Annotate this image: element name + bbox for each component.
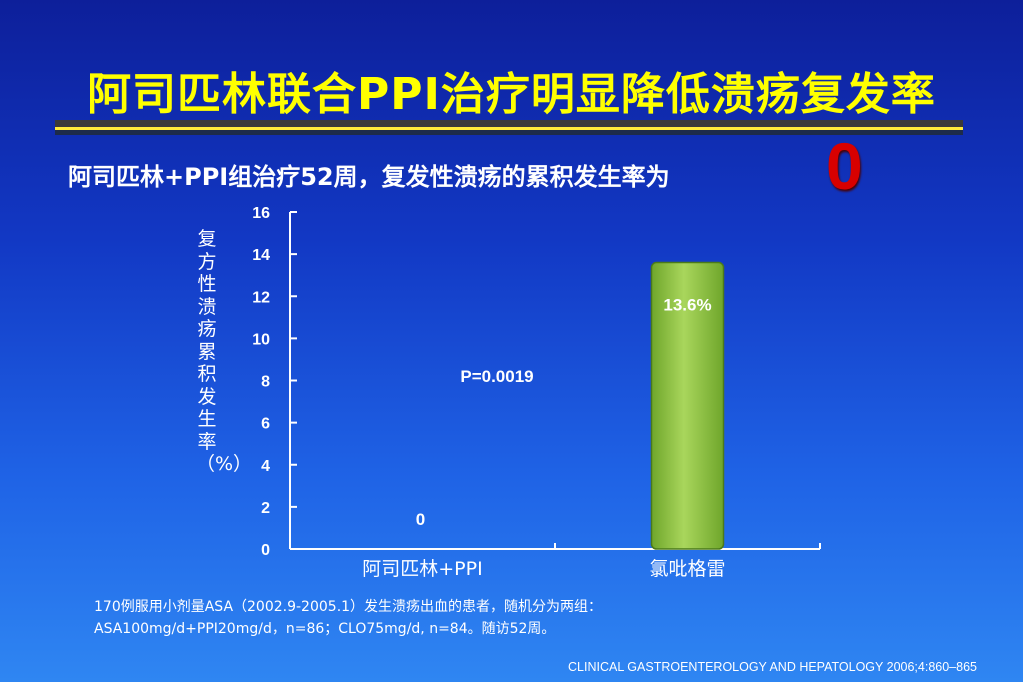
footnote-line-2: ASA100mg/d+PPI20mg/d，n=86；CLO75mg/d, n=8…: [94, 621, 556, 637]
title-rule-yellow: [55, 127, 963, 130]
y-tick-label: 0: [261, 542, 270, 559]
data-label: 0: [416, 510, 425, 529]
slide-subtitle: 阿司匹林+PPI组治疗52周，复发性溃疡的累积发生率为: [68, 163, 670, 191]
footnote-line-1: 170例服用小剂量ASA（2002.9-2005.1）发生溃疡出血的患者，随机分…: [94, 599, 603, 615]
highlight-zero: 0: [826, 129, 863, 203]
y-tick-label: 2: [261, 500, 270, 517]
y-tick-label: 12: [252, 289, 270, 306]
citation: CLINICAL GASTROENTEROLOGY AND HEPATOLOGY…: [568, 660, 977, 674]
p-value-annotation: P=0.0019: [460, 367, 533, 386]
y-tick-label: 14: [252, 247, 270, 264]
y-tick-label: 10: [252, 331, 270, 348]
y-axis-label: 复方性溃疡累积发生率（%）: [196, 228, 253, 475]
footnote: 170例服用小剂量ASA（2002.9-2005.1）发生溃疡出血的患者，随机分…: [94, 596, 602, 640]
data-label: 13.6%: [663, 296, 711, 315]
bar: [650, 261, 725, 550]
x-category-label: 氯吡格雷: [649, 558, 725, 580]
y-tick-label: 4: [261, 458, 270, 475]
y-tick-label: 16: [252, 205, 270, 222]
title-rule-dark-bottom: [55, 130, 963, 135]
y-tick-label: 6: [261, 416, 270, 433]
title-rule-dark-top: [55, 120, 963, 127]
slide-title: 阿司匹林联合PPI治疗明显降低溃疡复发率: [87, 69, 936, 120]
x-category-label: 阿司匹林+PPI: [362, 558, 482, 580]
y-tick-label: 8: [261, 374, 270, 391]
